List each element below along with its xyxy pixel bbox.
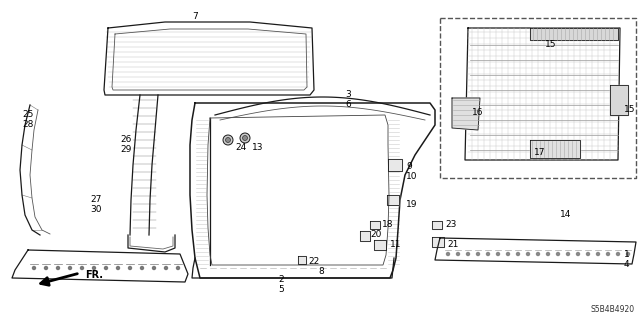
Circle shape xyxy=(141,266,143,270)
Text: 29: 29 xyxy=(120,145,131,154)
Circle shape xyxy=(456,253,460,256)
Polygon shape xyxy=(432,237,444,247)
Circle shape xyxy=(627,253,630,256)
Polygon shape xyxy=(104,22,314,95)
Circle shape xyxy=(243,136,248,140)
Text: 18: 18 xyxy=(382,220,394,229)
Polygon shape xyxy=(432,221,442,229)
Circle shape xyxy=(497,253,499,256)
Polygon shape xyxy=(12,250,188,282)
Polygon shape xyxy=(440,18,636,178)
Polygon shape xyxy=(530,140,580,158)
Circle shape xyxy=(223,135,233,145)
Polygon shape xyxy=(374,240,386,250)
Circle shape xyxy=(152,266,156,270)
Polygon shape xyxy=(435,238,636,264)
Polygon shape xyxy=(530,28,618,40)
Circle shape xyxy=(566,253,570,256)
Polygon shape xyxy=(465,28,620,160)
Text: 10: 10 xyxy=(406,172,417,181)
Circle shape xyxy=(56,266,60,270)
Circle shape xyxy=(467,253,470,256)
Circle shape xyxy=(68,266,72,270)
Polygon shape xyxy=(207,115,389,265)
Circle shape xyxy=(516,253,520,256)
Circle shape xyxy=(45,266,47,270)
Text: 13: 13 xyxy=(252,143,264,152)
Text: 1: 1 xyxy=(624,250,630,259)
Text: 3: 3 xyxy=(345,90,351,99)
Text: 22: 22 xyxy=(308,257,319,266)
Text: 6: 6 xyxy=(345,100,351,109)
Circle shape xyxy=(116,266,120,270)
Polygon shape xyxy=(452,98,480,130)
Polygon shape xyxy=(387,195,399,205)
Circle shape xyxy=(177,266,179,270)
Circle shape xyxy=(596,253,600,256)
Text: 4: 4 xyxy=(624,260,630,269)
Circle shape xyxy=(607,253,609,256)
Text: 24: 24 xyxy=(235,143,246,152)
Circle shape xyxy=(577,253,579,256)
Circle shape xyxy=(527,253,529,256)
Circle shape xyxy=(81,266,83,270)
Text: 20: 20 xyxy=(370,230,381,239)
Text: 25: 25 xyxy=(22,110,33,119)
Text: 15: 15 xyxy=(545,40,557,49)
Polygon shape xyxy=(360,231,370,241)
Text: 15: 15 xyxy=(624,105,636,114)
Text: 8: 8 xyxy=(318,267,324,276)
Text: 17: 17 xyxy=(534,148,545,157)
Polygon shape xyxy=(610,85,628,115)
Circle shape xyxy=(33,266,35,270)
Circle shape xyxy=(547,253,550,256)
Text: 23: 23 xyxy=(445,220,456,229)
Text: S5B4B4920: S5B4B4920 xyxy=(591,305,635,314)
Text: 19: 19 xyxy=(406,200,417,209)
Text: 30: 30 xyxy=(90,205,102,214)
Circle shape xyxy=(616,253,620,256)
Text: 14: 14 xyxy=(560,210,572,219)
Text: 21: 21 xyxy=(447,240,458,249)
Circle shape xyxy=(104,266,108,270)
Text: 11: 11 xyxy=(390,240,401,249)
Text: 2: 2 xyxy=(278,275,284,284)
Circle shape xyxy=(557,253,559,256)
Text: 9: 9 xyxy=(406,162,412,171)
Circle shape xyxy=(447,253,449,256)
Text: 16: 16 xyxy=(472,108,483,117)
Circle shape xyxy=(93,266,95,270)
Text: 26: 26 xyxy=(120,135,131,144)
Polygon shape xyxy=(370,221,380,229)
Polygon shape xyxy=(298,256,306,264)
Circle shape xyxy=(586,253,589,256)
Text: 28: 28 xyxy=(22,120,33,129)
Circle shape xyxy=(129,266,131,270)
Text: 27: 27 xyxy=(90,195,101,204)
Circle shape xyxy=(240,133,250,143)
Circle shape xyxy=(225,137,230,143)
Text: 5: 5 xyxy=(278,285,284,294)
Text: FR.: FR. xyxy=(85,270,103,280)
Circle shape xyxy=(164,266,168,270)
Polygon shape xyxy=(388,159,402,171)
Circle shape xyxy=(486,253,490,256)
Text: 7: 7 xyxy=(192,12,198,21)
Circle shape xyxy=(536,253,540,256)
Circle shape xyxy=(506,253,509,256)
Circle shape xyxy=(477,253,479,256)
Polygon shape xyxy=(190,103,435,278)
